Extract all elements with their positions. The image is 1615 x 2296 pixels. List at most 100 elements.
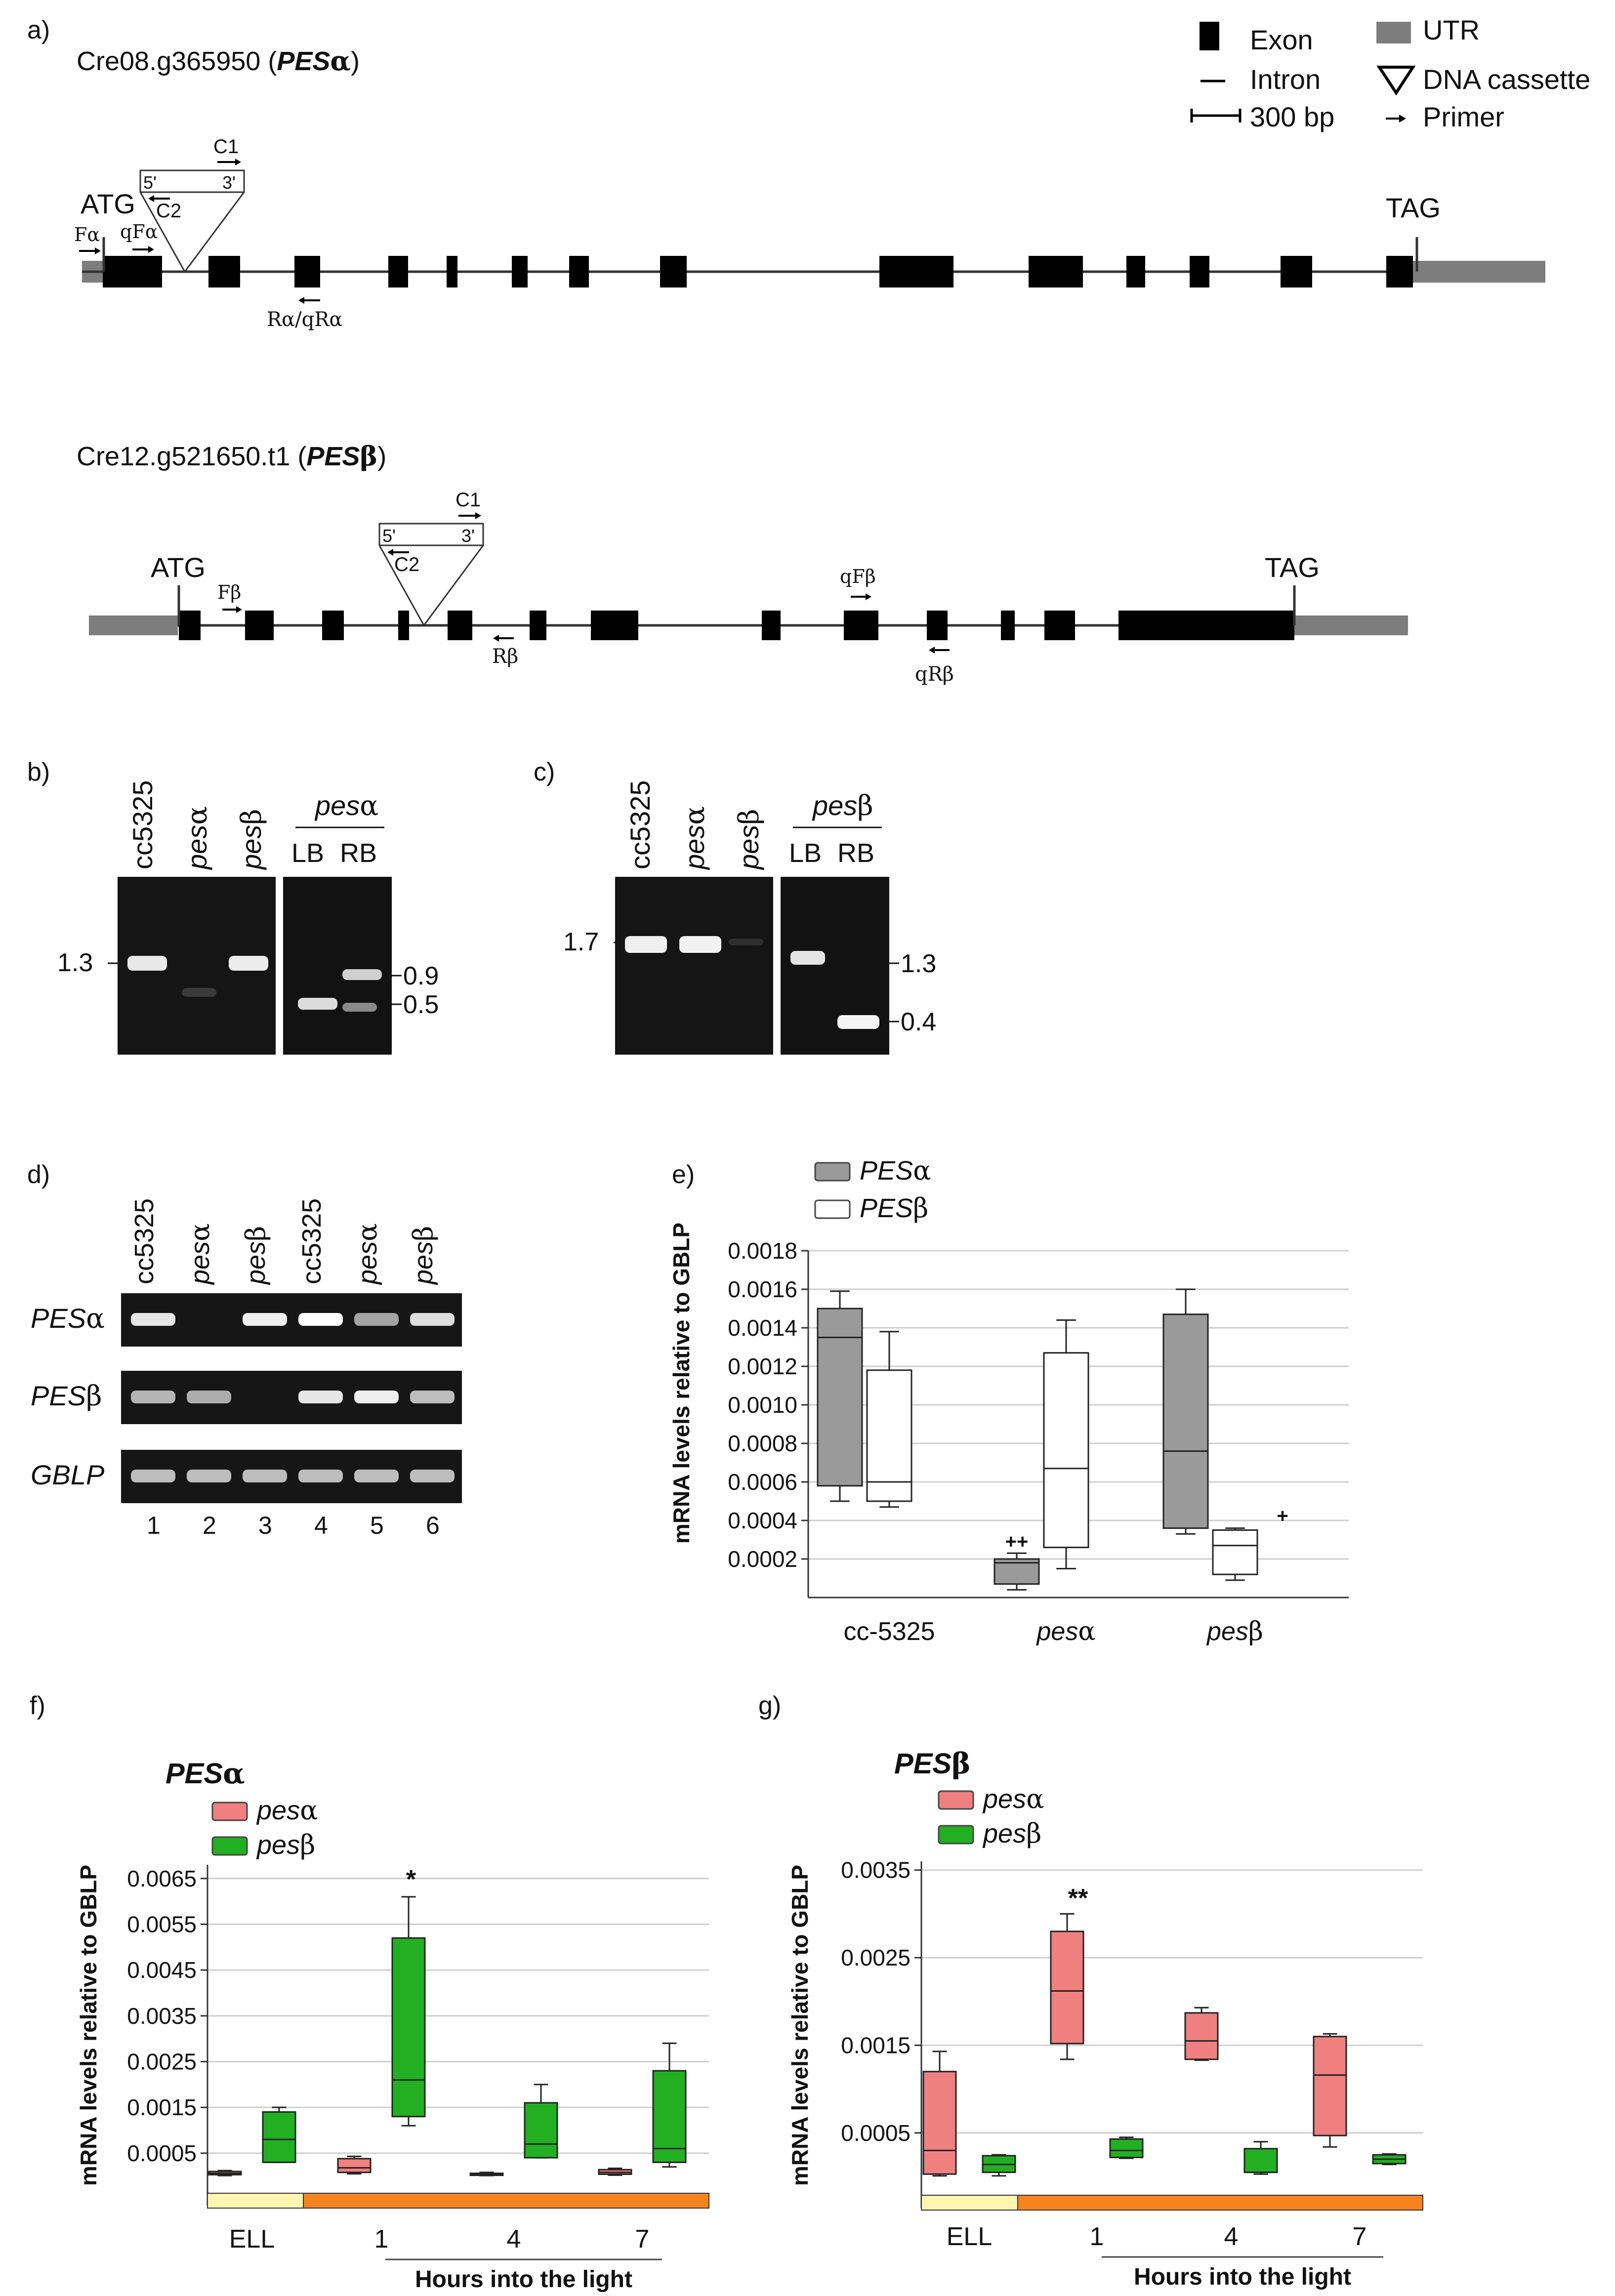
exon-alpha-7 bbox=[569, 256, 589, 287]
exon-alpha-5 bbox=[447, 256, 457, 287]
box-pesα-ELL bbox=[207, 2170, 242, 2176]
legend-scale-label: 300 bp bbox=[1250, 101, 1334, 132]
gel-band bbox=[342, 969, 382, 980]
exon-beta-8 bbox=[762, 611, 781, 640]
panel-label-b: b) bbox=[27, 758, 50, 786]
chart-category-label: 7 bbox=[635, 2225, 650, 2254]
significance-mark: ++ bbox=[1005, 1531, 1029, 1553]
exon-alpha-8 bbox=[660, 256, 687, 287]
gel-d-band bbox=[298, 1391, 343, 1403]
dna-cassette-beta: 5' 3' C1 C2 bbox=[378, 489, 484, 627]
gel-rb-label: RB bbox=[340, 838, 377, 868]
box-PESα-pesβ bbox=[1162, 1288, 1209, 1535]
exon-alpha-1 bbox=[103, 256, 162, 287]
gel-lane-label: cc5325 bbox=[624, 780, 656, 869]
legend-swatch bbox=[938, 1825, 974, 1845]
legend-swatch bbox=[814, 1162, 851, 1182]
exon-beta-13 bbox=[1118, 611, 1294, 640]
chart-ytick-label: 0.0035 bbox=[127, 2003, 197, 2029]
chart-ytick-label: 0.0055 bbox=[127, 1911, 197, 1937]
chart-ytick-label: 0.0045 bbox=[127, 1957, 197, 1983]
chart-ytick-label: 0.0012 bbox=[728, 1353, 797, 1379]
gel-marker-right-1: 0.9 bbox=[403, 962, 439, 990]
gel-d: cc5325 pesα pesβ cc5325 pesα pesβ PESα PESβ GBLP… bbox=[31, 1198, 462, 1539]
gel-band bbox=[679, 936, 721, 953]
chart-e: mRNA levels relative to GBLP 0.0002 0.0004… bbox=[668, 1155, 1349, 1646]
chart-category-label: pesα bbox=[1036, 1617, 1096, 1646]
chart-category-label: 7 bbox=[1353, 2222, 1367, 2251]
gel-d-lane-label: cc5325 bbox=[129, 1198, 159, 1284]
box-pesβ-7 bbox=[652, 2042, 687, 2168]
gel-lane-label: pesα bbox=[679, 806, 711, 870]
legend-label: PESβ bbox=[860, 1192, 928, 1224]
legend-utr-label: UTR bbox=[1423, 14, 1480, 45]
utr-5-beta bbox=[89, 615, 178, 635]
exon-legend-swatch bbox=[1200, 22, 1219, 50]
gel-lane-label: pesβ bbox=[733, 809, 765, 870]
gel-d-band bbox=[187, 1391, 231, 1403]
cassette-triangle-icon bbox=[1376, 66, 1416, 96]
box-pesα-4 bbox=[1184, 2007, 1219, 2061]
gel-d-lane-label: pesα bbox=[184, 1223, 215, 1285]
gel-band bbox=[625, 936, 667, 953]
exon-beta-12 bbox=[1044, 611, 1075, 640]
gel-marker-right-1: 1.3 bbox=[901, 949, 936, 978]
atg-label-beta: ATG bbox=[151, 552, 206, 583]
exon-beta-1 bbox=[179, 611, 201, 640]
gel-d-strip bbox=[121, 1371, 462, 1424]
chart-category-label: ELL bbox=[229, 2225, 275, 2254]
legend-cassette-label: DNA cassette bbox=[1423, 64, 1590, 95]
panel-label-e: e) bbox=[672, 1160, 695, 1189]
box-pesβ-7 bbox=[1372, 2153, 1407, 2166]
legend-swatch bbox=[211, 1836, 248, 1856]
box-pesβ-1 bbox=[391, 1896, 426, 2127]
primer-qf-beta: qFβ bbox=[840, 566, 876, 587]
chart-ytick-label: 0.0035 bbox=[841, 1857, 911, 1883]
gel-d-band bbox=[410, 1313, 455, 1326]
gel-d-band bbox=[187, 1470, 231, 1482]
gel-d-band bbox=[243, 1470, 287, 1482]
significance-mark: ** bbox=[1068, 1884, 1088, 1913]
chart-ytick-label: 0.0016 bbox=[728, 1276, 797, 1302]
dark-period-bar bbox=[921, 2195, 1018, 2211]
gel-band bbox=[182, 988, 216, 997]
utr-3-alpha bbox=[1413, 261, 1545, 283]
gel-marker-left: 1.3 bbox=[57, 948, 93, 977]
chart-category-label: 4 bbox=[507, 2225, 521, 2254]
atg-label-alpha: ATG bbox=[81, 188, 135, 219]
primer-qf-alpha: qFα bbox=[120, 221, 158, 243]
chart-ytick-label: 0.0008 bbox=[728, 1431, 797, 1456]
gel-group-label: pesβ bbox=[812, 790, 873, 822]
chart-title: PESβ bbox=[894, 1747, 971, 1780]
chart-ylabel: mRNA levels relative to GBLP bbox=[787, 1865, 813, 2186]
box-PESα-cc-5325 bbox=[817, 1290, 863, 1502]
box-PESβ-cc-5325 bbox=[866, 1331, 912, 1508]
gel-d-band bbox=[354, 1470, 399, 1482]
legend-swatch bbox=[211, 1802, 248, 1821]
box-pesα-ELL bbox=[922, 2050, 957, 2177]
gel-rb-label: RB bbox=[837, 838, 874, 868]
gel-image-main bbox=[615, 877, 773, 1055]
legend-primer-label: Primer bbox=[1423, 101, 1504, 132]
chart-ytick-label: 0.0004 bbox=[728, 1508, 797, 1533]
box-pesα-4 bbox=[469, 2172, 504, 2176]
gel-c: cc5325 pesα pesβ pesβ LB RB 1.7 1.3 0.4 bbox=[563, 780, 936, 1055]
exon-beta-9 bbox=[844, 611, 878, 640]
primer-arrow-icon bbox=[1386, 115, 1406, 123]
chart-ytick-label: 0.0002 bbox=[728, 1546, 797, 1572]
svg-text:5': 5' bbox=[143, 172, 157, 193]
chart-ytick-label: 0.0010 bbox=[728, 1392, 797, 1418]
gene-alpha-model: ATG TAG 5' 3' C1 C2 Fα qFα Rα/qRα bbox=[74, 136, 1545, 331]
chart-ytick-label: 0.0065 bbox=[127, 1866, 197, 1891]
chart-ylabel: mRNA levels relative to GBLP bbox=[668, 1223, 694, 1544]
chart-ytick-label: 0.0015 bbox=[841, 2032, 911, 2058]
light-period-bar bbox=[303, 2193, 709, 2209]
box-pesβ-1 bbox=[1109, 2136, 1144, 2159]
gel-lane-label: pesβ bbox=[236, 809, 268, 870]
chart-category-label: cc-5325 bbox=[844, 1617, 935, 1646]
gel-d-row-label: PESα bbox=[31, 1303, 105, 1335]
gel-band bbox=[790, 951, 825, 965]
gel-d-lane-number: 3 bbox=[258, 1512, 272, 1539]
legend-label: pesα bbox=[256, 1795, 318, 1826]
gel-image-side bbox=[283, 877, 392, 1055]
